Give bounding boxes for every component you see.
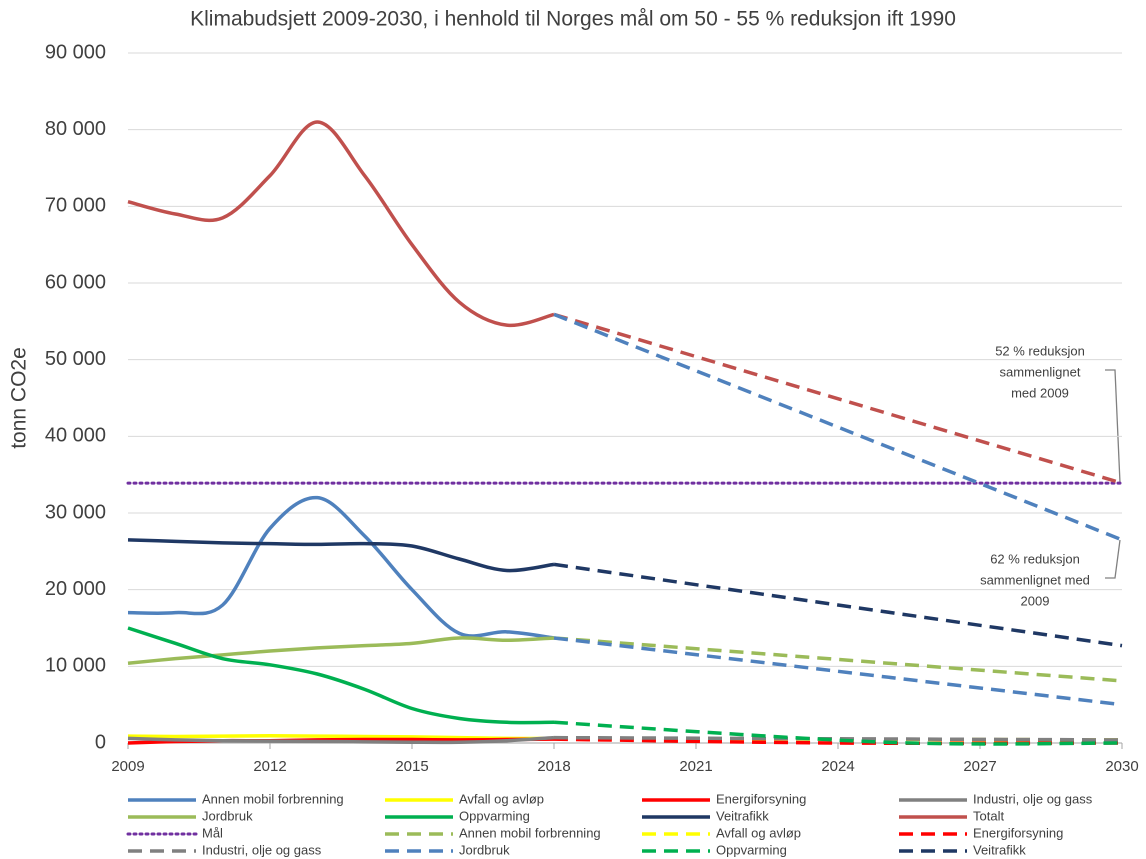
series-line [553, 312, 1123, 485]
series-line [553, 636, 1123, 683]
annotation: sammenlignet med [980, 572, 1090, 587]
y-tick-label: 60 000 [45, 271, 106, 293]
legend-label: Oppvarming [459, 808, 530, 823]
x-tick-label: 2018 [537, 758, 570, 775]
legend-label: Industri, olje og gass [973, 791, 1093, 806]
annotation: sammenlignet [1000, 364, 1081, 379]
x-tick-label: 2012 [253, 758, 286, 775]
bracket [1105, 369, 1121, 484]
annotation: 62 % reduksjon [990, 551, 1080, 566]
y-tick-label: 20 000 [45, 578, 106, 600]
legend-label: Veitrafikk [716, 808, 769, 823]
legend-label: Veitrafikk [973, 842, 1026, 857]
series-line [553, 720, 1123, 746]
series-line [127, 735, 555, 745]
legend-label: Oppvarming [716, 842, 787, 857]
x-tick-label: 2015 [395, 758, 428, 775]
series-line [127, 626, 555, 725]
bracket [1105, 539, 1121, 579]
series-line [127, 120, 555, 328]
annotation: 2009 [1021, 593, 1050, 608]
x-tick-label: 2024 [821, 758, 854, 775]
series-line [553, 735, 1123, 742]
x-tick-label: 2027 [963, 758, 996, 775]
series-line [553, 562, 1123, 648]
y-tick-label: 90 000 [45, 41, 106, 63]
legend-label: Avfall og avløp [716, 825, 801, 840]
x-tick-label: 2021 [679, 758, 712, 775]
x-tick-label: 2009 [111, 758, 144, 775]
legend-label: Energiforsyning [973, 825, 1063, 840]
series-line [127, 636, 555, 666]
y-tick-label: 50 000 [45, 348, 106, 370]
legend-label: Energiforsyning [716, 791, 806, 806]
y-tick-label: 10 000 [45, 655, 106, 677]
y-axis-label: tonn CO2e [8, 347, 31, 449]
chart-title: Klimabudsjett 2009-2030, i henhold til N… [190, 8, 956, 31]
series-line [553, 636, 1123, 707]
series-line [127, 495, 555, 640]
legend-label: Jordbruk [202, 808, 253, 823]
annotation: med 2009 [1011, 385, 1069, 400]
y-tick-label: 0 [95, 731, 106, 753]
series-line [127, 538, 555, 573]
legend-label: Annen mobil forbrenning [459, 825, 601, 840]
y-tick-label: 80 000 [45, 118, 106, 140]
annotation: 52 % reduksjon [995, 343, 1085, 358]
y-tick-label: 40 000 [45, 425, 106, 447]
y-tick-label: 30 000 [45, 501, 106, 523]
legend-label: Industri, olje og gass [202, 842, 322, 857]
series-line [553, 737, 1123, 746]
x-tick-label: 2030 [1105, 758, 1138, 775]
legend-label: Totalt [973, 808, 1004, 823]
legend-label: Jordbruk [459, 842, 510, 857]
legend-label: Mål [202, 825, 223, 840]
series-line [553, 736, 1123, 742]
series-line [553, 312, 1123, 542]
legend-label: Avfall og avløp [459, 791, 544, 806]
legend-label: Annen mobil forbrenning [202, 791, 344, 806]
y-tick-label: 70 000 [45, 195, 106, 217]
